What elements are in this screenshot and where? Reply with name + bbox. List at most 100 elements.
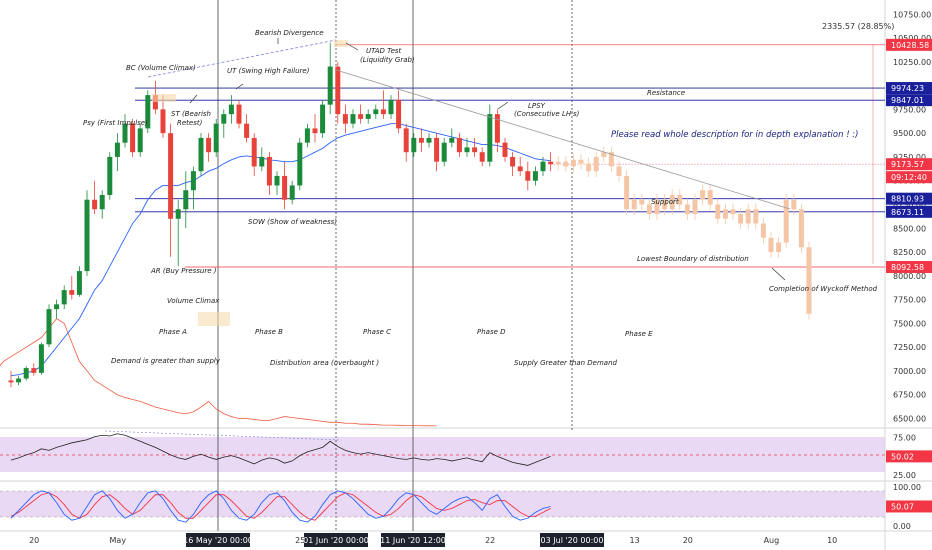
candle-61 <box>472 137 478 157</box>
projection-body <box>730 209 736 214</box>
projection-body <box>692 199 698 214</box>
candle-70 <box>540 156 546 176</box>
candle-body <box>320 104 326 134</box>
candle-body <box>190 171 196 191</box>
candle-31 <box>244 114 250 143</box>
volume-line <box>0 318 437 427</box>
price-tag-8673.11: 8673.11 <box>886 205 932 218</box>
candle-38 <box>297 137 303 191</box>
candle-41 <box>320 99 326 138</box>
candle-1 <box>16 375 22 386</box>
projection-bar-23 <box>730 203 736 220</box>
date-tag: 11 Jun '20 12:00 <box>380 533 446 547</box>
phase-a-label: Phase A <box>159 328 187 336</box>
projection-body <box>662 199 668 210</box>
candle-34 <box>266 152 272 195</box>
candle-body <box>282 175 288 200</box>
candle-body <box>107 156 113 195</box>
projection-body <box>760 223 766 238</box>
date-tag-bg <box>540 533 604 547</box>
candle-47 <box>365 109 371 124</box>
date-tag-text: 03 Jul '20 00:00 <box>541 536 604 545</box>
projection-body <box>555 161 561 165</box>
price-tick: 7250.00 <box>893 343 926 352</box>
phase-c-label: Phase C <box>363 328 391 336</box>
projection-body <box>806 247 812 314</box>
time-label: 25 <box>295 536 305 545</box>
date-tag-bg <box>304 533 368 547</box>
candle-16 <box>130 118 136 157</box>
candle-body <box>502 142 508 157</box>
candle-body <box>114 142 120 157</box>
time-label: 20 <box>683 536 693 545</box>
candle-53 <box>411 133 417 157</box>
candle-body <box>168 133 174 219</box>
candle-18 <box>145 90 151 134</box>
candle-body <box>69 290 75 295</box>
price-tag-8092.58-bg <box>886 261 932 274</box>
candle-body <box>472 147 478 153</box>
arrow-ut <box>235 83 244 90</box>
candle-43 <box>335 61 341 124</box>
candle-67 <box>517 156 523 176</box>
projection-body <box>707 190 713 205</box>
candle-body <box>221 114 227 124</box>
rsi-tick: 25.00 <box>893 471 916 480</box>
candle-body <box>358 114 364 119</box>
rsi-axis[interactable]: 75.00 25.00 <box>893 434 916 481</box>
candle-body <box>259 156 265 167</box>
candle-22 <box>175 199 181 267</box>
price-tag-10428.58-text: 10428.58 <box>891 41 929 50</box>
completion-label: Completion of Wyckoff Method <box>769 285 878 293</box>
projection-body <box>776 242 782 253</box>
price-tick: 7000.00 <box>893 367 926 376</box>
stoch-axis[interactable]: 100.00 0.00 <box>893 483 921 531</box>
price-tags: 10428.58 9974.23 9847.01 9173.57 8810.93 8673… <box>886 38 932 513</box>
price-tag-9173.57-text: 9173.57 <box>891 160 924 169</box>
price-tick: 8500.00 <box>893 224 926 233</box>
projection-body <box>677 194 683 205</box>
candle-body <box>175 209 181 219</box>
st-label-2: Retest) <box>177 119 203 127</box>
candle-39 <box>304 123 310 148</box>
projection-bar-4 <box>586 157 592 177</box>
price-tag-9847.01-bg <box>886 94 932 107</box>
projection-bar-9 <box>624 170 630 215</box>
candle-27 <box>213 118 219 157</box>
candle-body <box>61 290 67 305</box>
ar-label: AR (Buy Pressure ) <box>150 267 217 275</box>
projection-bar-30 <box>783 194 789 249</box>
candle-29 <box>228 95 234 124</box>
price-tag-8810.93-bg <box>886 192 932 205</box>
projection-bar-16 <box>677 189 683 211</box>
candle-body <box>396 99 402 129</box>
candle-body <box>206 137 212 153</box>
candle-20 <box>160 95 166 138</box>
projection-bar-32 <box>798 203 804 253</box>
price-tag-9847.01: 9847.01 <box>886 94 932 107</box>
projection-bar-21 <box>715 198 721 225</box>
candle-body <box>213 123 219 153</box>
volume-climax-highlight <box>198 312 230 326</box>
candle-body <box>304 128 310 143</box>
projection-bar-28 <box>768 232 774 258</box>
candle-60 <box>464 137 470 157</box>
rsi-divergence-line <box>104 430 341 441</box>
candle-45 <box>350 109 356 129</box>
candle-body <box>183 190 189 210</box>
time-label: 13 <box>630 536 640 545</box>
price-tick: 7500.00 <box>893 319 926 328</box>
candle-body <box>198 137 204 172</box>
candle-30 <box>236 99 242 129</box>
candle-body <box>130 123 136 153</box>
projection-bar-25 <box>745 203 751 230</box>
projection-body <box>722 209 728 219</box>
price-tick: 10500.00 <box>893 34 931 43</box>
projection-bar-27 <box>760 217 766 244</box>
projection-bar-13 <box>654 194 660 220</box>
date-tag: 03 Jul '20 00:00 <box>540 533 604 547</box>
rsi-band <box>0 437 885 472</box>
candle-body <box>342 114 348 124</box>
